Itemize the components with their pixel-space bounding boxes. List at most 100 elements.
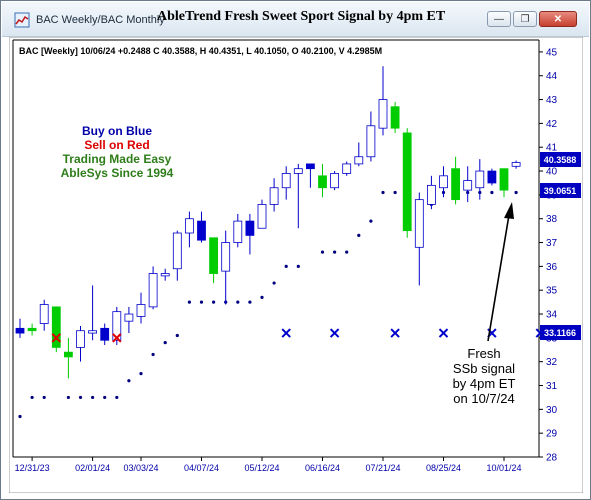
stop-dot (18, 414, 22, 419)
price-tag-close: 40.3588 (540, 152, 581, 167)
candle-body (76, 330, 85, 348)
restore-button[interactable]: ❐ (513, 11, 537, 27)
candlestick-chart[interactable]: 282930313233343536373839404142434445 12/… (8, 36, 584, 494)
candle-body (330, 173, 340, 189)
chart-tab[interactable]: BAC Weekly/BAC Monthly (14, 8, 165, 32)
stop-dot (78, 395, 83, 400)
candle-body (281, 173, 291, 189)
candle-body (209, 237, 219, 274)
x-tick-label: 02/01/24 (75, 463, 110, 473)
candle (76, 325, 85, 362)
candle-body (426, 184, 436, 205)
candle (281, 166, 291, 200)
stop-dot (284, 264, 288, 268)
x-tick-label: 07/21/24 (365, 463, 400, 473)
candle-body (15, 327, 25, 334)
y-tick-label: 41 (546, 143, 558, 154)
candle-body (354, 156, 364, 165)
x-marker-stroke (438, 328, 449, 338)
stop-dot (514, 190, 518, 195)
price-tag-stop-bg (540, 325, 581, 340)
chart-area[interactable]: 282930313233343536373839404142434445 12/… (8, 36, 584, 494)
chart-window-icon (14, 12, 30, 28)
stop-dot (163, 341, 167, 345)
legend-brand: AbleSys Since 1994 (61, 166, 174, 180)
candle (27, 323, 37, 336)
buy-x-marker (390, 328, 400, 338)
price-tag-close-bg (540, 152, 581, 167)
candle (148, 266, 158, 310)
y-tick-label: 36 (546, 262, 558, 273)
candle (366, 111, 376, 162)
candle (197, 211, 206, 243)
x-axis: 12/31/23 02/01/24 03/03/24 04/07/24 05/12/24… (15, 457, 522, 473)
annotation-line-4: on 10/7/24 (453, 391, 514, 406)
candle (209, 237, 219, 284)
candle-body (366, 125, 376, 158)
y-tick-label: 34 (546, 310, 558, 321)
candle-body (293, 168, 303, 174)
candle (51, 306, 61, 353)
buy-x-marker (281, 328, 291, 338)
x-tick-label: 05/12/24 (244, 463, 279, 473)
candle-body (511, 162, 521, 167)
legend-sell: Sell on Red (84, 138, 149, 152)
candle-body (463, 180, 473, 191)
y-tick-label: 45 (546, 47, 558, 58)
price-tag-mid: 39.0651 (540, 183, 581, 198)
stop-dot (212, 300, 216, 304)
stop-dot (381, 190, 385, 195)
annotation-arrow (487, 214, 510, 342)
stop-dot (30, 395, 34, 400)
candle-body (160, 273, 170, 277)
candle (172, 230, 182, 281)
stop-dot (345, 250, 349, 254)
stop-dot (236, 300, 240, 304)
stop-dot (175, 333, 179, 338)
candle-body (305, 163, 315, 170)
candle-body (257, 204, 267, 229)
annotation-line-3: by 4pm ET (453, 376, 516, 391)
candle (39, 299, 49, 331)
stop-dot (91, 395, 95, 400)
candle (390, 101, 400, 133)
candle (269, 178, 279, 212)
candle-body (245, 220, 255, 236)
candle (184, 211, 194, 248)
candle-body (451, 168, 461, 201)
candle-body (221, 242, 231, 272)
stop-dot (151, 352, 155, 357)
close-icon: ✕ (553, 13, 563, 25)
stop-dot (199, 300, 204, 304)
stop-dot (357, 233, 361, 237)
legend-tagline: Trading Made Easy (63, 152, 172, 166)
minimize-button[interactable]: — (487, 11, 511, 27)
candle (221, 230, 231, 305)
close-button[interactable]: ✕ (539, 11, 577, 27)
x-tick-label: 03/03/24 (123, 463, 158, 473)
candle (257, 199, 267, 229)
buy-x-marker (329, 328, 340, 338)
y-tick-label: 35 (546, 286, 558, 297)
candle (487, 168, 497, 186)
x-marker-stroke (390, 328, 400, 338)
candle-body (233, 220, 243, 243)
candle-body (100, 327, 110, 341)
x-tick-label: 12/31/23 (15, 463, 50, 473)
annotation-line-1: Fresh (467, 346, 500, 361)
stop-dot (66, 395, 70, 400)
candle-body (269, 187, 279, 205)
restore-icon: ❐ (520, 13, 530, 25)
x-tick-label: 10/01/24 (486, 463, 521, 473)
candle (136, 292, 146, 324)
header-info: BAC [Weekly] 10/06/24 +0.2488 C 40.3588,… (19, 46, 382, 56)
candle (426, 175, 436, 210)
candle-body (390, 106, 400, 129)
y-tick-label: 37 (546, 238, 558, 249)
candle-body (475, 170, 485, 189)
candle-body (27, 327, 37, 332)
candle-body (51, 306, 61, 348)
candle (293, 163, 303, 229)
candle-body (487, 170, 497, 184)
x-marker-stroke (281, 328, 291, 338)
